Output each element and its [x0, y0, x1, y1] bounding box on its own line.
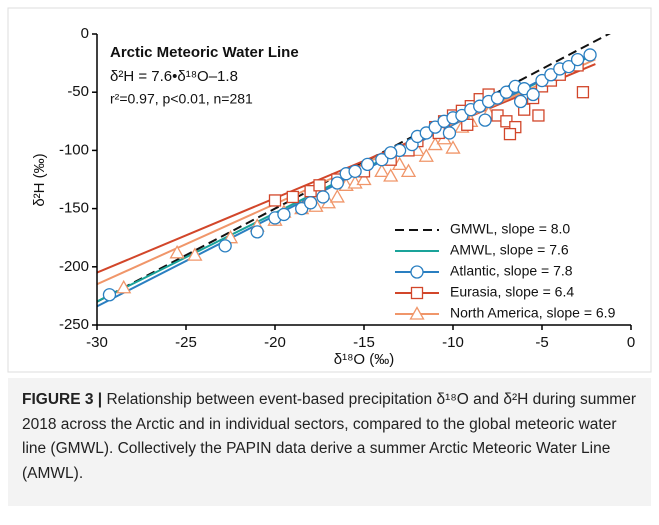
point — [330, 176, 344, 190]
plot-area — [97, 34, 611, 308]
point — [313, 179, 326, 192]
point — [303, 196, 318, 210]
y-axis-label: δ²H (‰) — [31, 153, 48, 206]
point — [169, 245, 185, 259]
point — [442, 126, 457, 140]
chart-title: Arctic Meteoric Water Line — [110, 44, 299, 61]
figure-frame — [7, 7, 652, 373]
points — [102, 48, 597, 302]
legend-marker — [410, 265, 424, 279]
chart: Arctic Meteoric Water Line δ²H = 7.6•δ¹⁸… — [7, 7, 652, 373]
annotation: δ²H = 7.6•δ¹⁸O–1.8 — [110, 68, 238, 85]
point — [250, 225, 264, 239]
point — [570, 52, 585, 67]
point — [277, 207, 291, 222]
point — [383, 168, 399, 182]
point — [526, 87, 540, 102]
point — [348, 164, 362, 179]
x-tick-label: -30 — [86, 334, 108, 351]
legend-label: GMWL, slope = 8.0 — [450, 221, 570, 237]
point — [375, 153, 389, 167]
legend-marker — [410, 286, 424, 300]
y-tick-label: -150 — [59, 200, 89, 217]
x-tick-label: -25 — [175, 334, 197, 351]
point — [513, 94, 528, 109]
caption: FIGURE 3 | Relationship between event-ba… — [8, 378, 651, 506]
point — [418, 148, 434, 162]
legend-marker — [409, 306, 425, 320]
x-tick-label: -20 — [264, 334, 286, 351]
point — [102, 288, 117, 302]
point — [187, 247, 203, 261]
point — [356, 171, 372, 186]
y-tick-label: -250 — [59, 316, 89, 333]
legend-label: Eurasia, slope = 6.4 — [450, 284, 574, 300]
legend-label: Atlantic, slope = 7.8 — [450, 263, 573, 279]
legend-label: North America, slope = 6.9 — [450, 305, 616, 321]
point — [400, 163, 417, 178]
point — [329, 189, 345, 203]
x-tick-label: -10 — [442, 334, 464, 351]
point — [384, 146, 398, 160]
y-tick-label: -200 — [59, 258, 89, 275]
legend-label: AMWL, slope = 7.6 — [450, 242, 569, 258]
point — [116, 279, 132, 294]
annotation: r²=0.97, p<0.01, n=281 — [110, 91, 253, 107]
caption-text: Relationship between event-based precipi… — [22, 391, 636, 482]
point — [268, 194, 282, 207]
point — [316, 190, 330, 204]
x-axis-label: δ¹⁸O (‰) — [334, 351, 395, 368]
x-tick-label: -5 — [535, 334, 548, 351]
point — [583, 48, 597, 62]
caption-label: FIGURE 3 | — [22, 391, 103, 408]
y-tick-label: 0 — [81, 25, 89, 42]
point — [503, 127, 517, 141]
x-tick-label: -15 — [353, 334, 375, 351]
y-tick-label: -100 — [59, 141, 89, 158]
point — [374, 163, 390, 178]
point — [445, 140, 461, 154]
point — [532, 109, 545, 122]
point — [218, 239, 232, 253]
point — [478, 113, 492, 127]
point — [576, 86, 590, 99]
x-tick-label: 0 — [627, 334, 635, 351]
point — [562, 59, 576, 74]
point — [286, 190, 299, 204]
point — [360, 157, 375, 172]
y-tick-label: -50 — [67, 83, 89, 100]
